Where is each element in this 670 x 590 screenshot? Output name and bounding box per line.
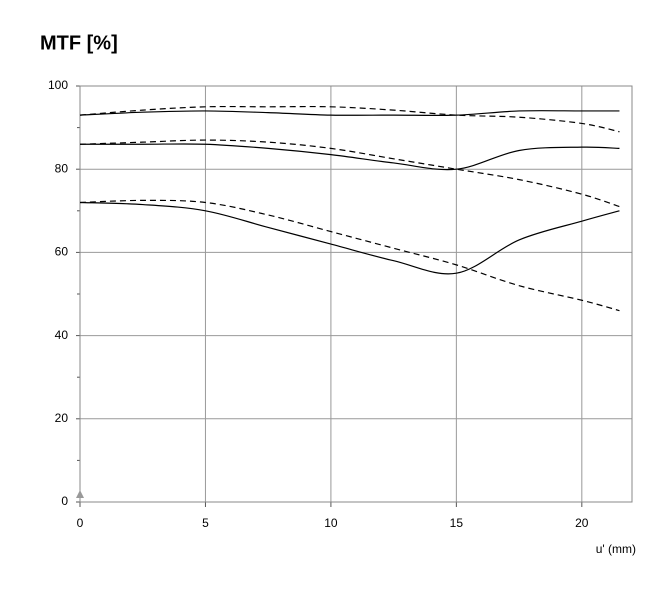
mtf-line — [79, 139, 620, 208]
mtf-line — [79, 110, 620, 117]
mtf-line — [79, 105, 620, 133]
y-tick-label: 100 — [48, 78, 68, 92]
x-tick-label: 10 — [324, 516, 338, 530]
x-tick-label: 20 — [575, 516, 589, 530]
lines — [79, 105, 620, 312]
y-tick-label: 0 — [61, 494, 68, 508]
x-axis-label: u' (mm) — [596, 542, 636, 556]
y-tick-label: 60 — [55, 245, 69, 259]
x-tick-label: 15 — [450, 516, 464, 530]
y-tick-label: 20 — [55, 411, 69, 425]
x-tick-label: 0 — [77, 516, 84, 530]
y-tick-label: 80 — [55, 161, 69, 175]
mtf-line — [79, 201, 620, 275]
mtf-line — [79, 199, 620, 312]
x-tick-label: 5 — [202, 516, 209, 530]
origin-arrow — [76, 490, 84, 498]
y-tick-label: 40 — [55, 328, 69, 342]
grid — [76, 85, 632, 507]
plot-frame — [79, 85, 633, 503]
chart-title: MTF [%] — [40, 32, 118, 54]
mtf-line — [80, 143, 620, 171]
